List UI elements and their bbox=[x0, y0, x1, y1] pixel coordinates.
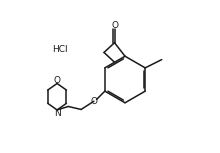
Text: N: N bbox=[54, 109, 61, 118]
Text: O: O bbox=[90, 97, 97, 106]
Text: O: O bbox=[111, 21, 118, 30]
Text: HCl: HCl bbox=[53, 45, 68, 54]
Text: O: O bbox=[54, 76, 61, 85]
